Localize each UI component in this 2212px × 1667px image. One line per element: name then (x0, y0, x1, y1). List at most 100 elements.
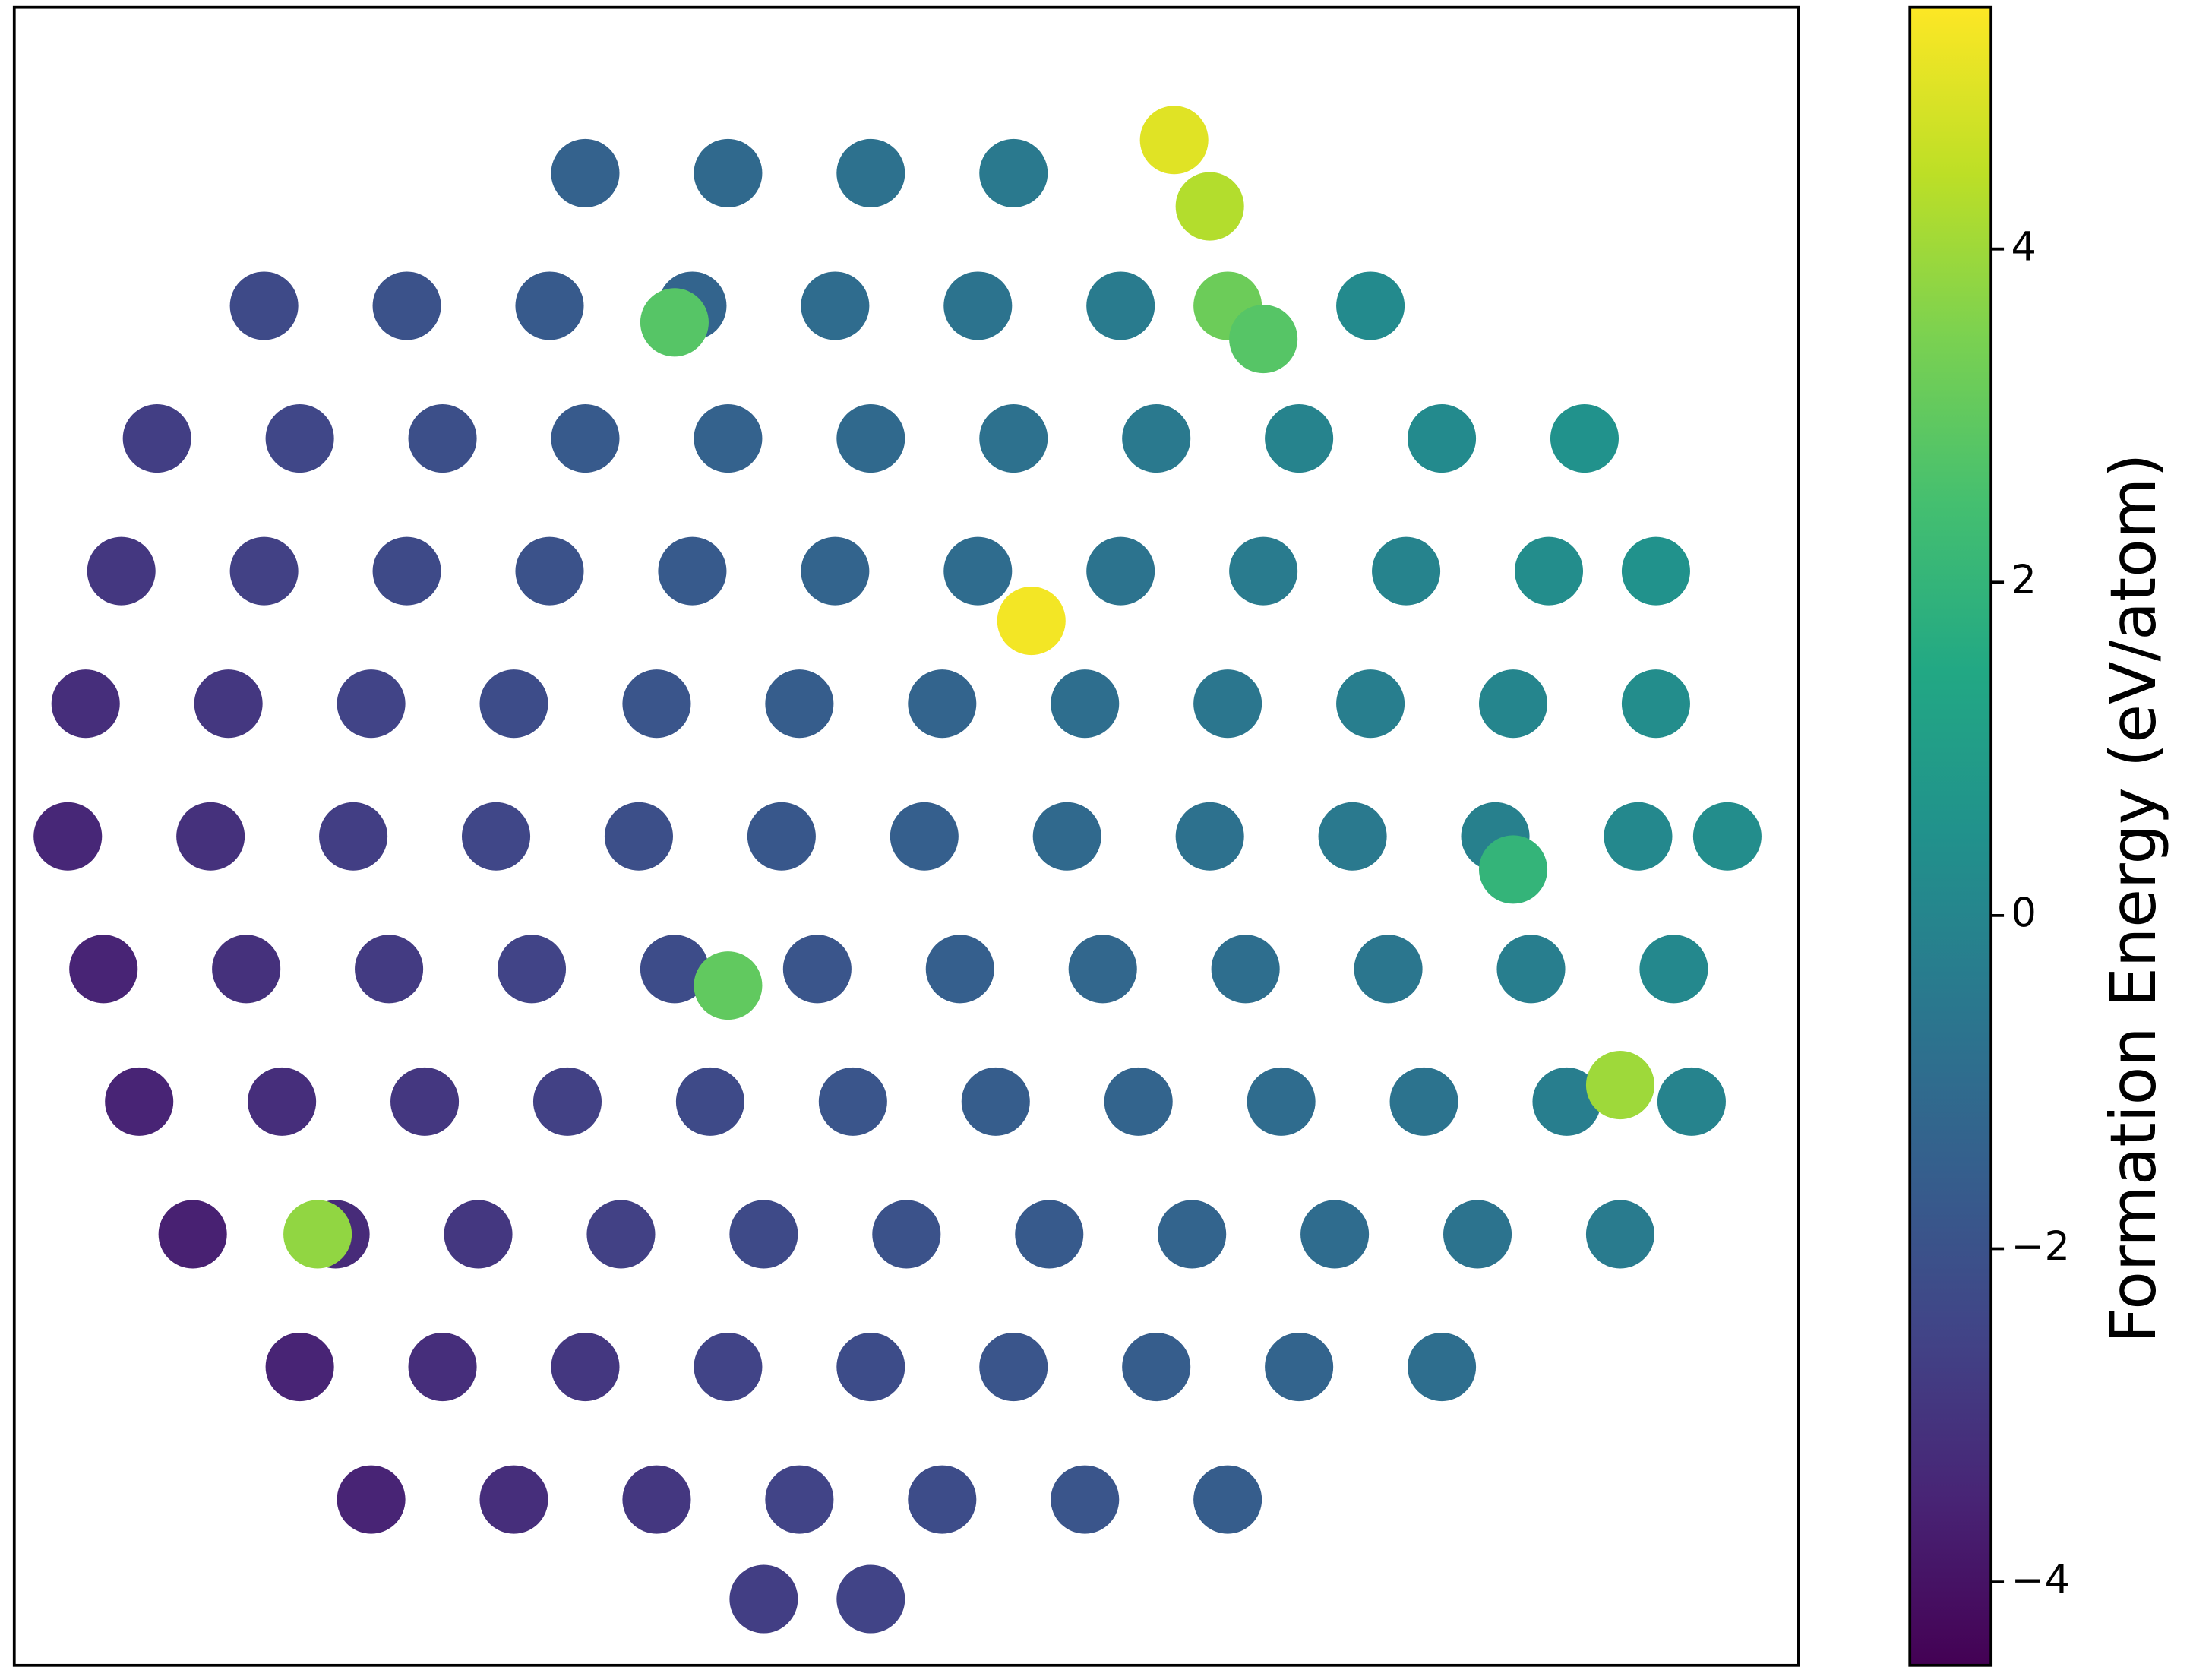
point (248, 1067, 317, 1136)
point (158, 1200, 227, 1269)
plot-frame (12, 5, 1800, 1667)
point (408, 404, 477, 473)
point (1300, 1200, 1370, 1269)
point (1621, 669, 1690, 739)
point (818, 1067, 887, 1136)
point (265, 404, 334, 473)
point (1158, 1200, 1227, 1269)
point (33, 802, 103, 871)
point (979, 1333, 1048, 1402)
point (1265, 1333, 1334, 1402)
point (212, 935, 281, 1004)
point (1211, 935, 1280, 1004)
point (337, 669, 406, 739)
point (1122, 404, 1191, 473)
point (997, 587, 1066, 656)
point (890, 802, 959, 871)
point (1265, 404, 1334, 473)
point (1175, 802, 1244, 871)
point (105, 1067, 174, 1136)
point (801, 271, 870, 340)
point (640, 288, 709, 357)
point (943, 536, 1013, 606)
point (551, 138, 620, 207)
point (229, 271, 299, 340)
point (1585, 1200, 1654, 1269)
point (479, 1465, 548, 1534)
point (658, 536, 727, 606)
point (372, 536, 441, 606)
point (1051, 669, 1120, 739)
point (961, 1067, 1030, 1136)
point (1692, 802, 1762, 871)
point (694, 1333, 763, 1402)
point (1086, 271, 1155, 340)
point (1247, 1067, 1316, 1136)
point (551, 1333, 620, 1402)
point (532, 1067, 602, 1136)
point (1443, 1200, 1512, 1269)
point (1336, 271, 1405, 340)
point (1532, 1067, 1601, 1136)
point (1229, 305, 1298, 374)
point (1478, 669, 1548, 739)
point (319, 802, 388, 871)
colorbar-tick-label: 2 (2011, 557, 2036, 603)
point (640, 935, 709, 1004)
point (622, 669, 691, 739)
point (908, 669, 977, 739)
point (979, 138, 1048, 207)
colorbar-label: Formation Energy (eV/atom) (2097, 454, 2170, 1343)
point (729, 1564, 798, 1634)
point (836, 404, 905, 473)
point (622, 1465, 691, 1534)
point (69, 935, 138, 1004)
point (1193, 1465, 1262, 1534)
point (515, 271, 584, 340)
colorbar-tick-label: 4 (2011, 223, 2036, 270)
point (1639, 935, 1708, 1004)
point (1550, 404, 1620, 473)
point (694, 951, 763, 1020)
point (1657, 1067, 1726, 1136)
point (908, 1465, 977, 1534)
point (1408, 1333, 1477, 1402)
point (1354, 935, 1423, 1004)
point (51, 669, 120, 739)
point (694, 138, 763, 207)
points (33, 106, 1762, 1634)
point (283, 1200, 352, 1269)
point (1604, 802, 1673, 871)
point (765, 669, 834, 739)
point (1104, 1067, 1173, 1136)
point (604, 802, 673, 871)
point (943, 271, 1013, 340)
point (337, 1465, 406, 1534)
point (747, 802, 816, 871)
point (1389, 1067, 1458, 1136)
point (1496, 935, 1566, 1004)
point (1051, 1465, 1120, 1534)
point (836, 138, 905, 207)
point (461, 802, 531, 871)
point (1175, 172, 1244, 241)
point (586, 1200, 656, 1269)
point (836, 1333, 905, 1402)
point (836, 1564, 905, 1634)
point (694, 404, 763, 473)
point (1193, 669, 1262, 739)
point (729, 1200, 798, 1269)
point (551, 404, 620, 473)
point (444, 1200, 513, 1269)
colorbar-tick-label: −4 (2011, 1557, 2069, 1603)
point (1478, 835, 1548, 904)
point (1015, 1200, 1084, 1269)
point (782, 935, 852, 1004)
point (176, 802, 245, 871)
point (1229, 536, 1298, 606)
point (872, 1200, 941, 1269)
point (87, 536, 156, 606)
point (675, 1067, 744, 1136)
point (390, 1067, 460, 1136)
